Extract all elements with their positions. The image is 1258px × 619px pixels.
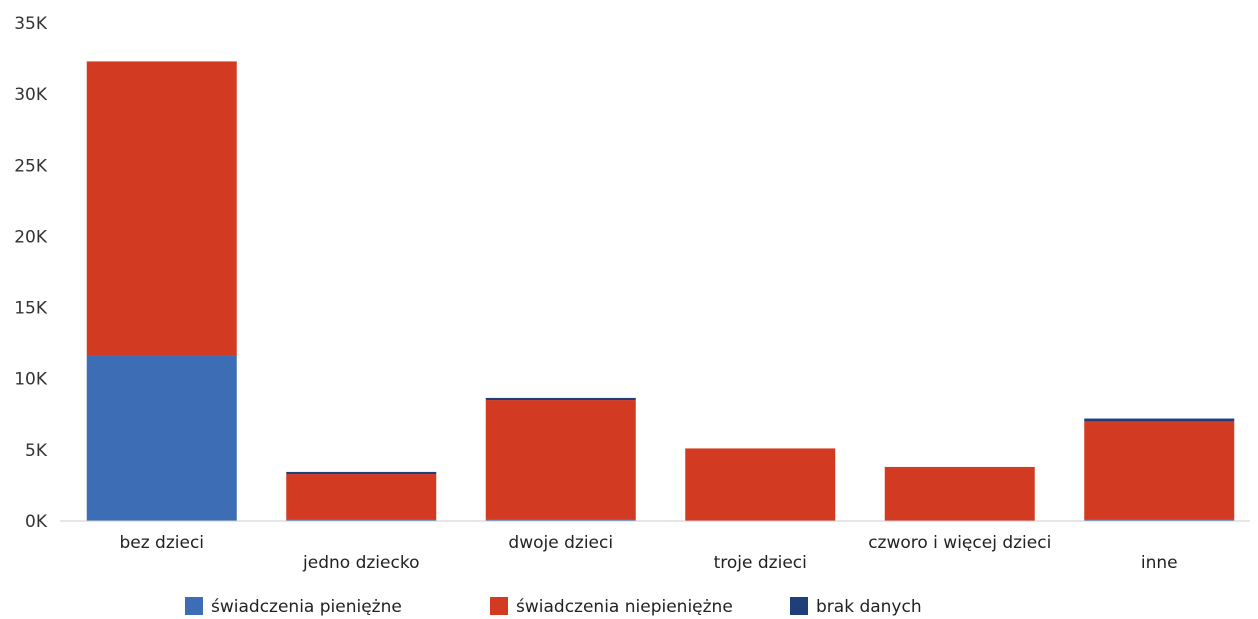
y-tick-label: 25K (14, 156, 48, 176)
bar-segment[interactable] (86, 355, 237, 521)
x-axis-labels: bez dzieci jedno dziecko dwoje dzieci troje… (119, 533, 1177, 573)
bar-segment[interactable] (286, 519, 437, 521)
bar-segment[interactable] (1084, 421, 1235, 520)
bar-segment[interactable] (286, 474, 437, 520)
y-tick-label: 10K (14, 370, 48, 390)
y-tick-label: 0K (25, 512, 48, 532)
y-tick-label: 35K (14, 14, 48, 34)
legend-label: świadczenia niepieniężne (516, 597, 733, 617)
x-category-label: troje dzieci (714, 553, 807, 573)
bar-segment[interactable] (86, 61, 237, 356)
bar-segment[interactable] (485, 519, 636, 521)
legend-label: świadczenia pieniężne (211, 597, 402, 617)
x-category-label: bez dzieci (119, 533, 204, 553)
bar-segment[interactable] (485, 400, 636, 520)
bar-segment[interactable] (485, 397, 636, 401)
legend-swatch (490, 597, 508, 615)
bar-segment[interactable] (1084, 418, 1235, 422)
legend-label: brak danych (816, 597, 922, 617)
y-tick-label: 20K (14, 227, 48, 247)
legend-item[interactable]: świadczenia pieniężne (185, 597, 402, 617)
y-axis: 0K 5K 10K 15K 20K 25K 30K 35K (14, 14, 48, 532)
bar-segment[interactable] (286, 471, 437, 475)
y-tick-label: 30K (14, 85, 48, 105)
legend-item[interactable]: brak danych (790, 597, 922, 617)
x-category-label: czworo i więcej dzieci (868, 533, 1051, 553)
y-tick-label: 5K (25, 441, 48, 461)
x-category-label: jedno dziecko (302, 553, 419, 573)
bar-segment[interactable] (1084, 519, 1235, 521)
bars (86, 61, 1235, 521)
legend-item[interactable]: świadczenia niepieniężne (490, 597, 733, 617)
legend-swatch (185, 597, 203, 615)
bar-segment[interactable] (685, 448, 836, 521)
x-category-label: inne (1141, 553, 1178, 573)
x-category-label: dwoje dzieci (508, 533, 613, 553)
legend-swatch (790, 597, 808, 615)
y-tick-label: 15K (14, 299, 48, 319)
bar-segment[interactable] (884, 466, 1035, 521)
legend: świadczenia pieniężne świadczenia niepien… (185, 597, 922, 617)
